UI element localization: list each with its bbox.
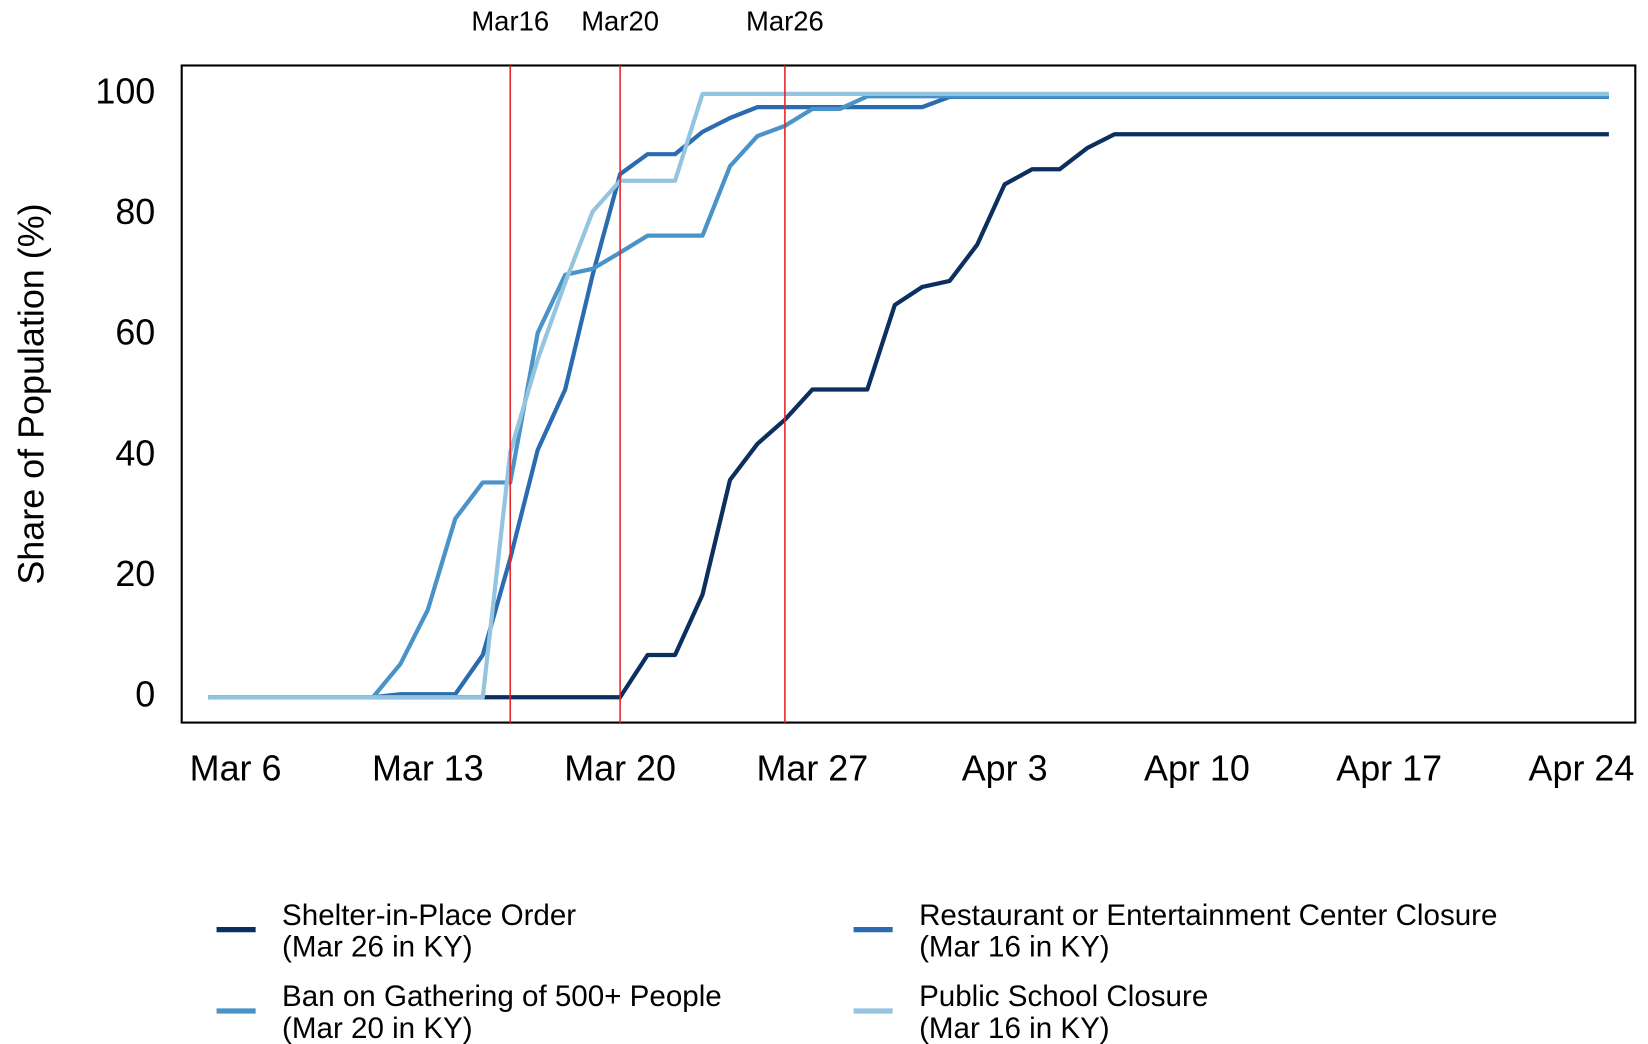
- x-tick-label: Apr 3: [962, 748, 1048, 789]
- legend-note: (Mar 16 in KY): [919, 1012, 1110, 1044]
- legend-note: (Mar 26 in KY): [282, 930, 473, 963]
- reference-label: Mar20: [581, 5, 659, 36]
- series-line: [208, 132, 1609, 700]
- y-axis-title: Share of Population (%): [10, 203, 51, 584]
- x-tick-label: Mar 20: [564, 748, 676, 789]
- y-tick-label: 100: [95, 70, 155, 111]
- x-tick-label: Mar 13: [372, 748, 484, 789]
- y-tick-label: 0: [135, 674, 155, 715]
- y-tick-label: 40: [115, 432, 155, 473]
- y-tick-label: 80: [115, 191, 155, 232]
- legend-label: Public School Closure: [919, 980, 1208, 1013]
- legend-label: Restaurant or Entertainment Center Closu…: [919, 899, 1497, 932]
- x-tick-label: Mar 27: [756, 748, 868, 789]
- legend-note: (Mar 16 in KY): [919, 930, 1110, 963]
- x-tick-label: Mar 6: [190, 748, 282, 789]
- x-tick-label: Apr 24: [1529, 748, 1635, 789]
- x-tick-label: Apr 10: [1144, 748, 1250, 789]
- y-tick-label: 20: [115, 553, 155, 594]
- series-line: [208, 91, 1609, 700]
- chart-body: Share of Population (%) 0 20 40 60 80 100 Mar …: [10, 5, 1637, 1044]
- series-line: [208, 94, 1609, 700]
- y-tick-label: 60: [115, 312, 155, 353]
- legend-label: Ban on Gathering of 500+ People: [282, 980, 722, 1013]
- reference-label: Mar16: [471, 5, 549, 36]
- x-tick-label: Apr 17: [1336, 748, 1442, 789]
- legend-note: (Mar 20 in KY): [282, 1012, 473, 1044]
- legend-label: Shelter-in-Place Order: [282, 899, 576, 932]
- plot-frame: [180, 64, 1637, 724]
- series-line: [208, 94, 1609, 700]
- reference-label: Mar26: [746, 5, 824, 36]
